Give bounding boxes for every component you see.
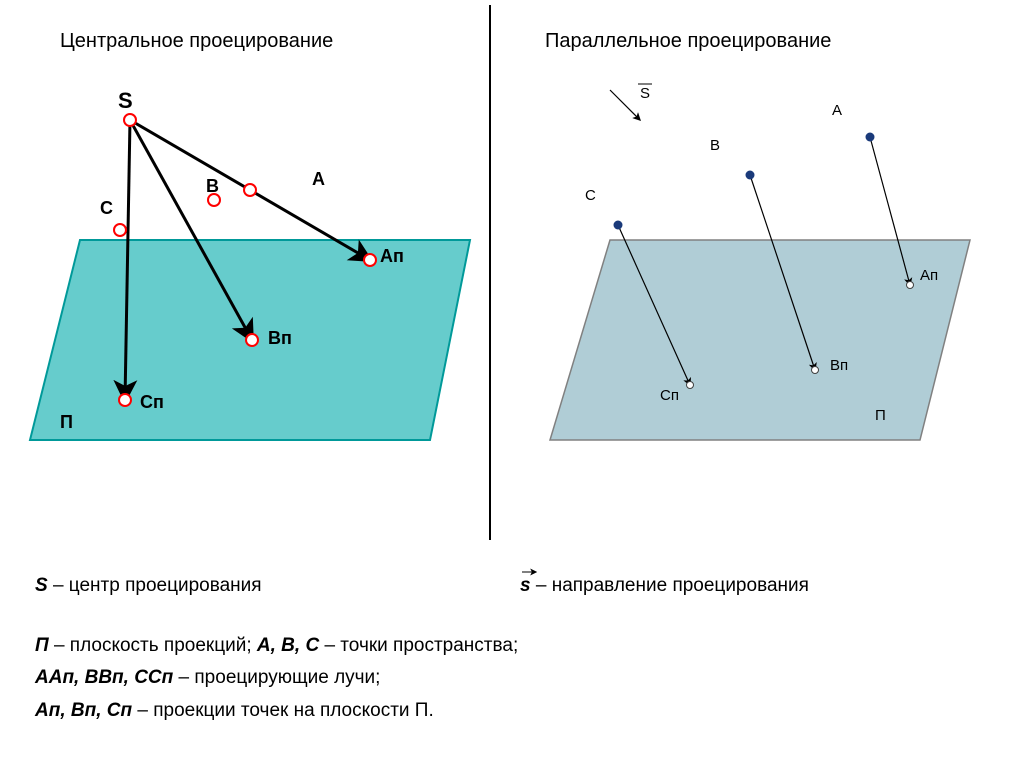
r-label-bp: Вп [830,357,848,374]
label-plane-right: П [875,407,886,424]
r-label-c: C [585,187,596,204]
point-a [244,184,256,196]
legend-line: Ап, Вп, Сп – проекции точек на плоскости… [35,695,518,727]
legend-text: – проекции точек на плоскости П. [132,700,434,721]
legend-symbol: Ап, Вп, Сп [35,700,132,721]
legend-text: – точки пространства; [319,635,518,656]
legend-line: ААп, ВВп, ССп – проецирующие лучи; [35,662,518,694]
label-bp: Вп [268,328,292,348]
legend-text: – проецирующие лучи; [173,667,380,688]
point-bp [246,334,258,346]
right-plane [550,240,970,440]
r-point-a [866,133,875,142]
legend-symbol: ААп, ВВп, ССп [35,667,173,688]
r-point-c [614,221,623,230]
legend-line: П – плоскость проекций; А, В, С – точки … [35,630,518,662]
label-a: A [312,169,325,189]
legend-right-symbol: s [520,575,531,596]
r-label-a: A [832,102,842,119]
legend-symbol: П [35,635,49,656]
legend-left: S – центр проецирования [35,570,262,602]
point-ap [364,254,376,266]
legend-left-text: – центр проецирования [48,575,262,596]
r-point-ap [907,282,914,289]
legend-text: – плоскость проекций; [49,635,257,656]
label-cp: Сп [140,392,164,412]
label-b: В [206,176,219,196]
point-c [114,224,126,236]
r-point-cp [687,382,694,389]
r-label-cp: Сп [660,387,679,404]
r-point-b [746,171,755,180]
r-label-ap: Ап [920,267,938,284]
point-cp [119,394,131,406]
legend-right-text: – направление проецирования [531,575,809,596]
label-ap: Ап [380,246,404,266]
legend-right: s – направление проецирования [520,570,809,602]
legend-left-symbol: S [35,575,48,596]
label-s: S [118,88,133,113]
legend-shared: П – плоскость проекций; А, В, С – точки … [35,630,518,727]
r-point-bp [812,367,819,374]
label-plane-left: П [60,412,73,432]
label-c: C [100,198,113,218]
label-direction-s: S [640,85,650,102]
direction-vector [610,90,640,120]
point-s [124,114,136,126]
r-label-b: B [710,137,720,154]
diagram-root: Центральное проецирование Параллельное п… [0,0,1024,768]
legend-symbol: А, В, С [257,635,319,656]
